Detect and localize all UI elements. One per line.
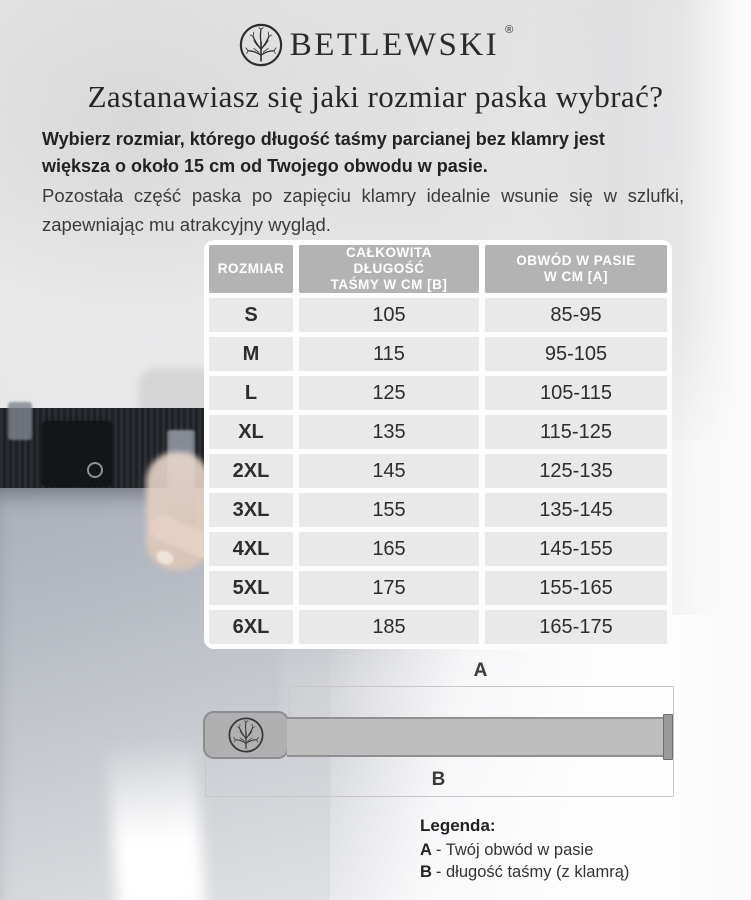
table-row: L 125 105-115 — [209, 376, 667, 410]
waist-cell: 105-115 — [485, 376, 667, 410]
waist-cell: 135-145 — [485, 493, 667, 527]
waist-cell: 145-155 — [485, 532, 667, 566]
table-row: XL 135 115-125 — [209, 415, 667, 449]
waist-cell: 115-125 — [485, 415, 667, 449]
page-title: Zastanawiasz się jaki rozmiar paska wybr… — [87, 79, 664, 114]
length-cell: 105 — [299, 298, 479, 332]
size-cell: 5XL — [209, 571, 293, 605]
size-cell: 6XL — [209, 610, 293, 644]
buckle-tree-icon — [228, 717, 264, 753]
legend-key-a: A — [420, 841, 432, 859]
waist-cell: 125-135 — [485, 454, 667, 488]
waist-cell: 95-105 — [485, 337, 667, 371]
photo-leg-gap-highlight — [106, 737, 206, 900]
measure-a-label: A — [473, 660, 488, 681]
legend-item-b: B- długość taśmy (z klamrą) — [420, 861, 629, 883]
length-cell: 145 — [299, 454, 479, 488]
length-cell: 175 — [299, 571, 479, 605]
photo-hand — [146, 452, 210, 570]
photo-belt-loop — [167, 430, 195, 528]
legend: Legenda: A- Twój obwód w pasie B- długoś… — [420, 816, 629, 883]
legend-text-b: - długość taśmy (z klamrą) — [435, 863, 630, 881]
legend-text-a: - Twój obwód w pasie — [435, 841, 594, 859]
intro-regular-text: Pozostała część paska po zapięciu klamry… — [42, 185, 685, 235]
size-cell: 2XL — [209, 454, 293, 488]
registered-trademark-mark: ® — [505, 24, 514, 36]
brand-logo: BETLEWSKI ® — [0, 22, 751, 68]
size-cell: M — [209, 337, 293, 371]
length-cell: 155 — [299, 493, 479, 527]
table-row: M 115 95-105 — [209, 337, 667, 371]
waist-cell: 85-95 — [485, 298, 667, 332]
length-cell: 185 — [299, 610, 479, 644]
legend-item-a: A- Twój obwód w pasie — [420, 839, 629, 861]
photo-belt-buckle — [42, 421, 112, 487]
size-cell: S — [209, 298, 293, 332]
table-row: 6XL 185 165-175 — [209, 610, 667, 644]
table-row: 2XL 145 125-135 — [209, 454, 667, 488]
photo-belt-loop — [8, 402, 32, 440]
measure-b-label: B — [431, 769, 446, 790]
diagram-strap-tip — [663, 714, 673, 760]
length-cell: 125 — [299, 376, 479, 410]
length-cell: 165 — [299, 532, 479, 566]
length-cell: 115 — [299, 337, 479, 371]
column-header-dlugosc-tasmy: CAŁKOWITA DŁUGOŚĆ TAŚMY W CM [B] — [299, 245, 479, 293]
column-header-rozmiar: ROZMIAR — [209, 245, 293, 293]
table-row: 4XL 165 145-155 — [209, 532, 667, 566]
size-cell: XL — [209, 415, 293, 449]
diagram-strap — [287, 717, 665, 757]
diagram-buckle — [203, 711, 289, 759]
size-cell: 3XL — [209, 493, 293, 527]
size-table: ROZMIAR CAŁKOWITA DŁUGOŚĆ TAŚMY W CM [B]… — [204, 240, 672, 649]
tree-logo-icon — [239, 23, 282, 67]
column-header-obwod-w-pasie: OBWÓD W PASIE W CM [A] — [485, 245, 667, 293]
size-cell: 4XL — [209, 532, 293, 566]
table-row: 3XL 155 135-145 — [209, 493, 667, 527]
brand-name: BETLEWSKI — [289, 26, 500, 63]
legend-title: Legenda: — [420, 816, 496, 835]
photo-buckle-stud-icon — [87, 462, 103, 478]
photo-fingernail — [154, 547, 176, 568]
belt-diagram: A B — [195, 660, 685, 800]
length-cell: 135 — [299, 415, 479, 449]
size-cell: L — [209, 376, 293, 410]
waist-cell: 165-175 — [485, 610, 667, 644]
size-table-header-row: ROZMIAR CAŁKOWITA DŁUGOŚĆ TAŚMY W CM [B]… — [209, 245, 667, 293]
waist-cell: 155-165 — [485, 571, 667, 605]
table-row: S 105 85-95 — [209, 298, 667, 332]
legend-key-b: B — [420, 863, 432, 881]
intro-bold-text: Wybierz rozmiar, którego długość taśmy p… — [42, 129, 605, 176]
table-row: 5XL 175 155-165 — [209, 571, 667, 605]
